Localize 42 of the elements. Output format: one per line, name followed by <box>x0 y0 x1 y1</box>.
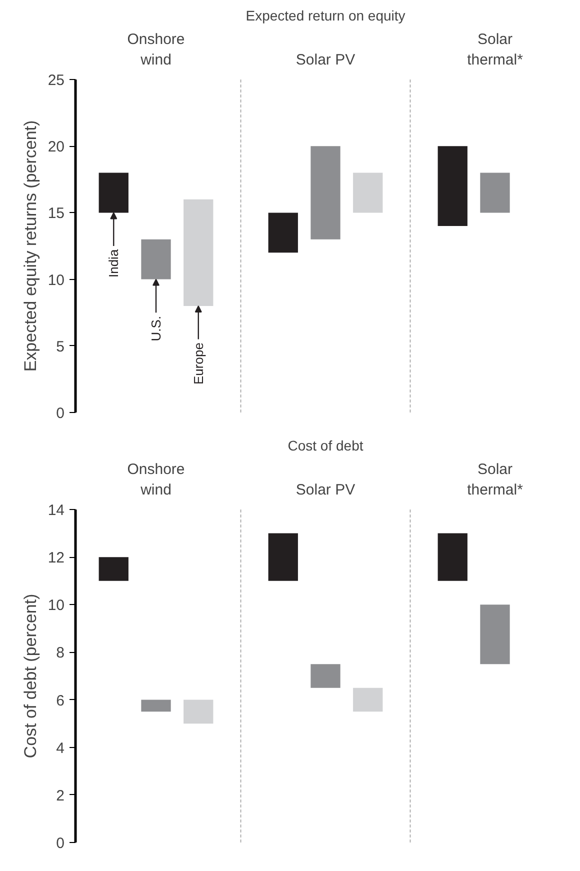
bar <box>98 557 128 581</box>
y-tick-label: 10 <box>48 597 65 614</box>
y-tick-label: 25 <box>48 72 65 89</box>
text: U.S. <box>148 316 164 342</box>
chart-title: Expected return on equity <box>246 8 406 24</box>
bar <box>438 146 468 226</box>
y-tick-label: 0 <box>56 405 64 422</box>
y-tick-label: 8 <box>56 644 64 662</box>
bar <box>353 172 383 213</box>
y-axis-title: Expected equity returns (percent) <box>20 120 40 372</box>
bar <box>184 199 214 306</box>
y-tick-label: 10 <box>48 272 65 289</box>
bar <box>310 664 340 688</box>
bar <box>310 146 340 240</box>
text: India <box>106 248 122 278</box>
y-tick-label: 2 <box>56 787 64 804</box>
y-tick-label: 20 <box>48 138 65 156</box>
chart-title: Cost of debt <box>288 438 364 454</box>
y-tick-label: 12 <box>48 550 65 567</box>
bar <box>353 688 383 712</box>
bar <box>480 604 510 664</box>
bar <box>268 533 298 581</box>
y-axis-title: Cost of debt (percent) <box>20 594 40 758</box>
category-label: Onshore wind <box>127 31 185 68</box>
bar <box>184 700 214 724</box>
y-tick-label: 6 <box>56 692 64 710</box>
category-label: Solar PV <box>296 482 356 498</box>
category-label: Solar thermal* <box>467 31 523 68</box>
y-tick-label: 14 <box>48 502 65 519</box>
text: Europe <box>190 342 206 384</box>
y-tick-label: 15 <box>48 205 65 222</box>
bar <box>141 700 171 712</box>
category-label: Solar PV <box>296 52 356 68</box>
y-tick-label: 5 <box>56 338 64 356</box>
bar <box>268 212 298 253</box>
y-tick-label: 0 <box>56 835 64 852</box>
category-label: Solar thermal* <box>467 461 523 498</box>
bar <box>438 533 468 581</box>
bar <box>141 239 171 280</box>
bar <box>480 172 510 213</box>
y-tick-label: 4 <box>56 740 64 757</box>
category-label: Onshore wind <box>127 461 185 498</box>
